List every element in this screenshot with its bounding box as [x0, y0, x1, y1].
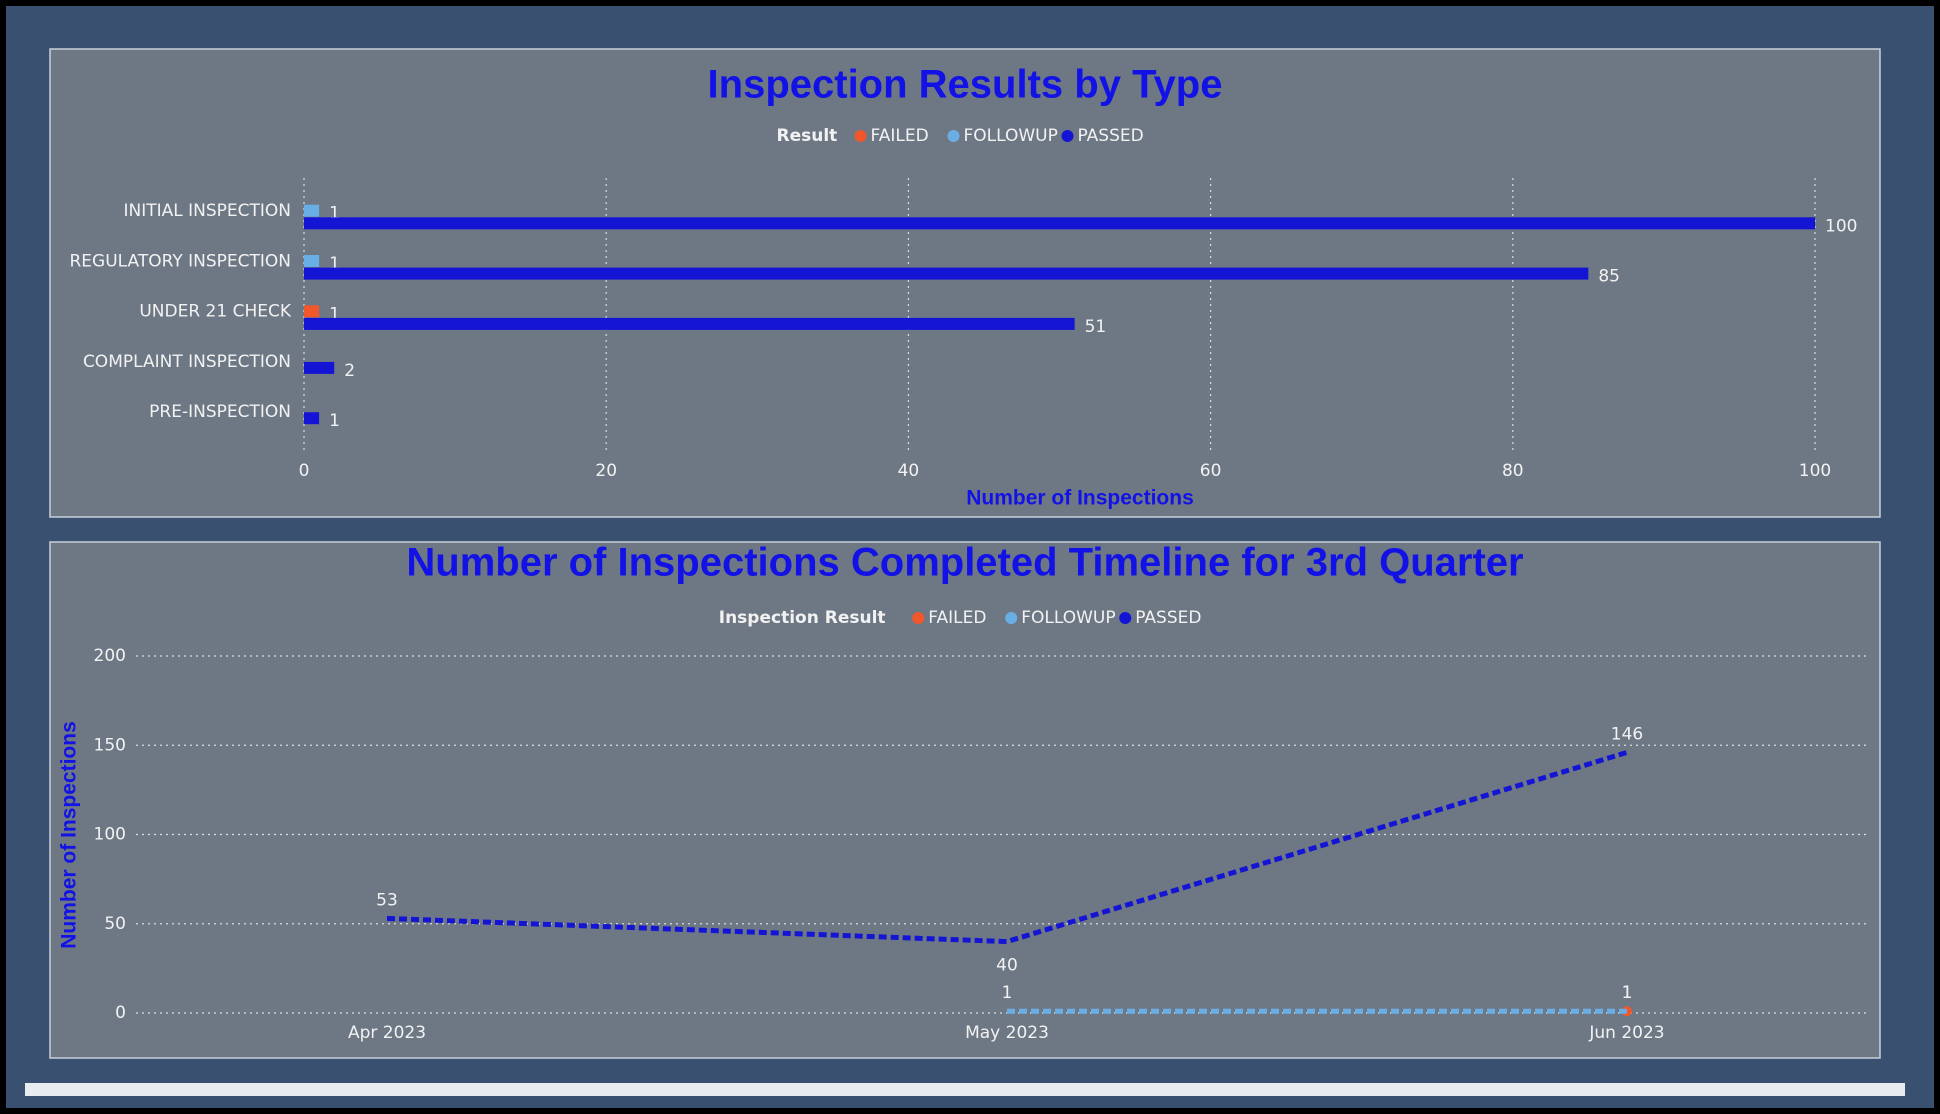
data-label: 146	[1611, 724, 1643, 744]
bar	[304, 255, 320, 267]
chart-title: Inspection Results by Type	[708, 63, 1223, 107]
bar	[304, 412, 320, 425]
x-tick-label: Apr 2023	[348, 1023, 426, 1043]
legend-title: Inspection Result	[719, 608, 886, 628]
x-tick-label: 0	[299, 461, 310, 481]
x-tick-label: May 2023	[965, 1023, 1049, 1043]
x-tick-label: 100	[1799, 461, 1831, 481]
legend-marker	[1061, 130, 1074, 142]
data-label: 1	[329, 204, 340, 224]
y-tick-label: 200	[94, 646, 126, 666]
bar	[304, 267, 1589, 280]
data-label: 1	[1622, 983, 1633, 1003]
data-label: 40	[996, 956, 1018, 976]
y-tick-label: 100	[94, 825, 126, 845]
bar	[304, 361, 335, 374]
legend-marker	[947, 130, 960, 142]
bar	[304, 204, 320, 217]
data-label: 2	[344, 361, 355, 381]
x-tick-label: Jun 2023	[1588, 1023, 1664, 1043]
panel	[49, 48, 1881, 518]
chart-title: Number of Inspections Completed Timeline…	[406, 541, 1523, 585]
y-tick-label: REGULATORY INSPECTION	[70, 251, 292, 271]
y-tick-label: 50	[104, 914, 126, 934]
panel	[49, 541, 1881, 1059]
legend-marker	[912, 612, 925, 624]
y-tick-label: 0	[115, 1003, 126, 1023]
legend-label: FAILED	[871, 126, 929, 146]
y-tick-label: PRE-INSPECTION	[149, 402, 291, 422]
data-label: 1	[329, 254, 340, 274]
line	[386, 749, 1628, 945]
x-axis-title: Number of Inspections	[966, 487, 1194, 510]
data-label: 1	[1002, 983, 1013, 1003]
y-tick-label: 150	[94, 735, 126, 755]
data-label: 1	[329, 304, 340, 324]
legend-marker	[1119, 612, 1132, 624]
bar	[304, 217, 1815, 230]
legend-title: Result	[777, 126, 838, 146]
data-label: 1	[1622, 983, 1633, 1003]
legend-label: FAILED	[928, 608, 986, 628]
legend-label: FOLLOWUP	[964, 126, 1058, 146]
scrollbar	[25, 1083, 1905, 1096]
y-axis-title: Number of Inspections	[58, 721, 81, 949]
bar	[304, 305, 320, 318]
legend-label: PASSED	[1135, 608, 1201, 628]
legend-marker	[1005, 612, 1018, 624]
y-tick-label: UNDER 21 CHECK	[139, 302, 292, 322]
data-label: 85	[1598, 267, 1620, 287]
y-tick-label: INITIAL INSPECTION	[123, 201, 291, 221]
x-tick-label: 80	[1502, 461, 1524, 481]
x-tick-label: 20	[595, 461, 617, 481]
legend-marker	[854, 130, 867, 142]
data-label: 1	[329, 411, 340, 431]
x-tick-label: 60	[1200, 461, 1222, 481]
data-label: 51	[1085, 317, 1107, 337]
x-tick-label: 40	[898, 461, 920, 481]
legend-label: PASSED	[1078, 126, 1144, 146]
data-label: 100	[1825, 216, 1857, 236]
data-label: 53	[376, 890, 398, 910]
bar	[304, 317, 1075, 330]
legend-label: FOLLOWUP	[1021, 608, 1115, 628]
y-tick-label: COMPLAINT INSPECTION	[83, 352, 291, 372]
